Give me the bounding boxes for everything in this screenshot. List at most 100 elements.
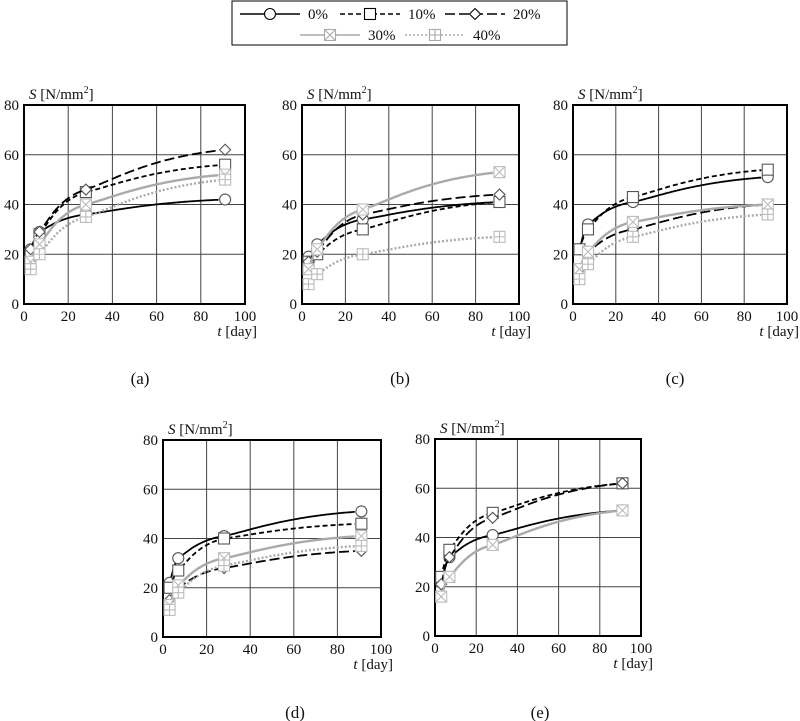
panel-label: (b) bbox=[390, 369, 410, 388]
legend-label: 0% bbox=[308, 7, 328, 23]
data-point-40pct-cross bbox=[218, 560, 230, 572]
x-tick-label: 60 bbox=[694, 309, 709, 325]
y-tick-label: 60 bbox=[553, 148, 568, 164]
x-tick-label: 0 bbox=[20, 309, 28, 325]
y-axis-var: S bbox=[307, 87, 318, 103]
series-line-20pct bbox=[440, 483, 617, 585]
y-axis-unit-sup: 2 bbox=[633, 85, 638, 96]
x-tick-label: 60 bbox=[286, 642, 301, 658]
legend-marker bbox=[363, 7, 377, 21]
series-line-10pct bbox=[578, 169, 762, 250]
data-point-30pct-cross bbox=[582, 245, 594, 258]
y-axis-label: S [N/mm2] bbox=[578, 85, 643, 103]
panel-e: 0 20 40 60 80 100 0 20 40 60 80 S [N/mm2] t [day] (e) bbox=[415, 419, 653, 721]
data-point-20pct bbox=[79, 183, 93, 196]
legend-label: 30% bbox=[368, 28, 396, 44]
series-line-0pct bbox=[578, 176, 762, 250]
data-point-30pct-cross bbox=[443, 571, 456, 583]
y-tick-label: 0 bbox=[12, 297, 20, 313]
data-point-20pct bbox=[443, 550, 456, 564]
x-tick-label: 60 bbox=[551, 641, 566, 657]
series-line-40pct bbox=[307, 236, 493, 285]
series-line-0pct bbox=[440, 510, 617, 583]
data-point-10pct bbox=[355, 517, 368, 530]
data-point-10pct bbox=[581, 223, 595, 236]
y-tick-label: 20 bbox=[415, 580, 430, 596]
data-point-10pct bbox=[626, 190, 639, 204]
data-point-40pct-cross bbox=[303, 278, 315, 290]
x-tick-label: 40 bbox=[651, 309, 666, 325]
x-tick-label: 100 bbox=[508, 309, 531, 325]
data-point-20pct bbox=[486, 511, 499, 525]
series-line-40pct bbox=[168, 545, 355, 611]
series-line-30pct bbox=[307, 171, 494, 270]
series-line-30pct bbox=[29, 174, 219, 263]
data-point-30pct-cross bbox=[486, 538, 499, 551]
x-tick-label: 20 bbox=[469, 641, 484, 657]
y-tick-label: 80 bbox=[4, 98, 19, 114]
data-point-30pct-cross bbox=[79, 198, 92, 211]
y-tick-label: 80 bbox=[553, 98, 568, 114]
data-point-0pct bbox=[172, 552, 185, 565]
series-line-30pct bbox=[168, 535, 355, 606]
y-axis-label: S [N/mm2] bbox=[440, 419, 505, 437]
x-tick-label: 0 bbox=[569, 309, 577, 325]
legend-marker bbox=[263, 7, 277, 21]
data-point-30pct-cross bbox=[311, 243, 324, 256]
data-point-40pct-cross bbox=[357, 248, 369, 260]
x-tick-label: 100 bbox=[630, 641, 653, 657]
x-axis-unit: [day] bbox=[621, 656, 653, 672]
data-point-30pct-cross bbox=[493, 166, 506, 179]
y-tick-label: 40 bbox=[415, 531, 430, 547]
legend-marker bbox=[468, 7, 482, 21]
y-tick-label: 40 bbox=[143, 532, 158, 548]
x-tick-label: 100 bbox=[776, 309, 799, 325]
data-point-10pct bbox=[356, 223, 369, 236]
panel-label: (d) bbox=[285, 703, 305, 721]
y-axis-var: S bbox=[578, 87, 589, 103]
data-point-30pct-cross bbox=[355, 530, 368, 542]
x-tick-label: 100 bbox=[234, 309, 257, 325]
series-line-20pct bbox=[29, 149, 219, 250]
data-point-30pct-cross bbox=[616, 504, 629, 517]
y-tick-label: 0 bbox=[151, 630, 159, 646]
y-axis-unit: [N/mm bbox=[179, 422, 223, 438]
y-tick-label: 60 bbox=[415, 481, 430, 497]
y-tick-label: 0 bbox=[423, 629, 431, 645]
series-line-40pct bbox=[29, 179, 219, 270]
series-line-30pct bbox=[578, 203, 762, 270]
x-axis-var: t bbox=[491, 324, 499, 340]
plot-frame bbox=[23, 104, 246, 305]
y-tick-label: 20 bbox=[553, 247, 568, 263]
data-point-40pct-cross bbox=[355, 540, 367, 552]
data-point-30pct-cross bbox=[356, 203, 369, 216]
series-line-10pct bbox=[168, 523, 355, 589]
x-tick-label: 40 bbox=[243, 642, 258, 658]
data-point-20pct bbox=[218, 143, 232, 157]
legend-marker-cross bbox=[324, 29, 336, 41]
series-line-40pct bbox=[578, 213, 762, 280]
data-point-10pct bbox=[761, 163, 774, 176]
series-line-20pct bbox=[168, 550, 355, 601]
x-tick-label: 80 bbox=[737, 309, 752, 325]
y-axis-unit: [N/mm bbox=[451, 421, 495, 437]
data-point-40pct-cross bbox=[25, 263, 37, 275]
x-axis-unit: [day] bbox=[225, 324, 257, 340]
data-point-0pct bbox=[219, 193, 232, 206]
data-point-40pct-cross bbox=[219, 174, 231, 186]
y-tick-label: 60 bbox=[4, 148, 19, 164]
data-point-10pct bbox=[219, 158, 232, 171]
x-tick-label: 80 bbox=[592, 641, 607, 657]
y-tick-label: 60 bbox=[143, 482, 158, 498]
legend-label: 20% bbox=[513, 7, 541, 23]
y-tick-label: 20 bbox=[4, 247, 19, 263]
x-tick-label: 80 bbox=[193, 309, 208, 325]
legend-label: 10% bbox=[408, 7, 436, 23]
series-line-30pct bbox=[440, 509, 617, 598]
data-point-40pct-cross bbox=[627, 231, 639, 243]
y-axis-unit-sup: 2 bbox=[495, 419, 500, 430]
x-tick-label: 100 bbox=[370, 642, 393, 658]
plot-frame bbox=[572, 104, 788, 305]
y-axis-unit-close: ] bbox=[500, 421, 505, 437]
